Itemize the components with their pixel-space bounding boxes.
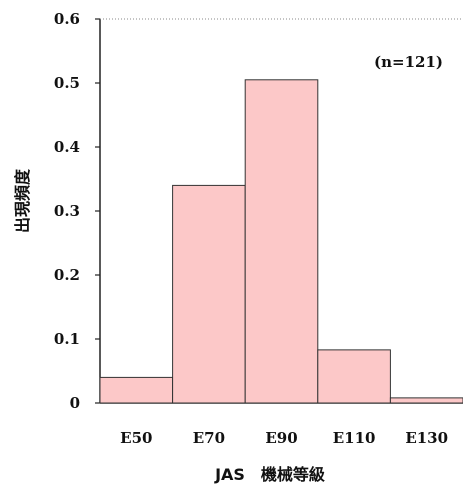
x-tick-label-e70: E70: [193, 429, 225, 447]
bar-e90: [244, 79, 319, 404]
y-axis-ticks: 0 0.1 0.2 0.3 0.4 0.5 0.6: [54, 10, 100, 412]
bar-e50: [99, 376, 174, 404]
y-tick-label: 0.2: [54, 266, 80, 284]
y-axis-title: 出現頻度: [13, 168, 32, 233]
bar-e130: [389, 397, 463, 404]
y-tick-label: 0: [70, 394, 80, 412]
sample-size-annotation: (n=121): [374, 53, 443, 71]
x-tick-label-e50: E50: [120, 429, 152, 447]
bar-e70: [172, 184, 246, 404]
y-tick-label: 0.1: [54, 330, 80, 348]
x-tick-label-e130: E130: [405, 429, 448, 447]
y-tick-label: 0.6: [54, 10, 80, 28]
x-axis-tick-labels: E50 E70 E90 E110 E130: [120, 429, 448, 447]
y-tick-label: 0.4: [54, 138, 80, 156]
bar-e110: [317, 349, 391, 404]
x-tick-label-e90: E90: [265, 429, 297, 447]
y-tick-label: 0.3: [54, 202, 80, 220]
y-tick-label: 0.5: [54, 74, 80, 92]
bars-group: [99, 79, 463, 404]
x-tick-label-e110: E110: [333, 429, 376, 447]
x-axis-title: JAS 機械等級: [214, 465, 325, 484]
